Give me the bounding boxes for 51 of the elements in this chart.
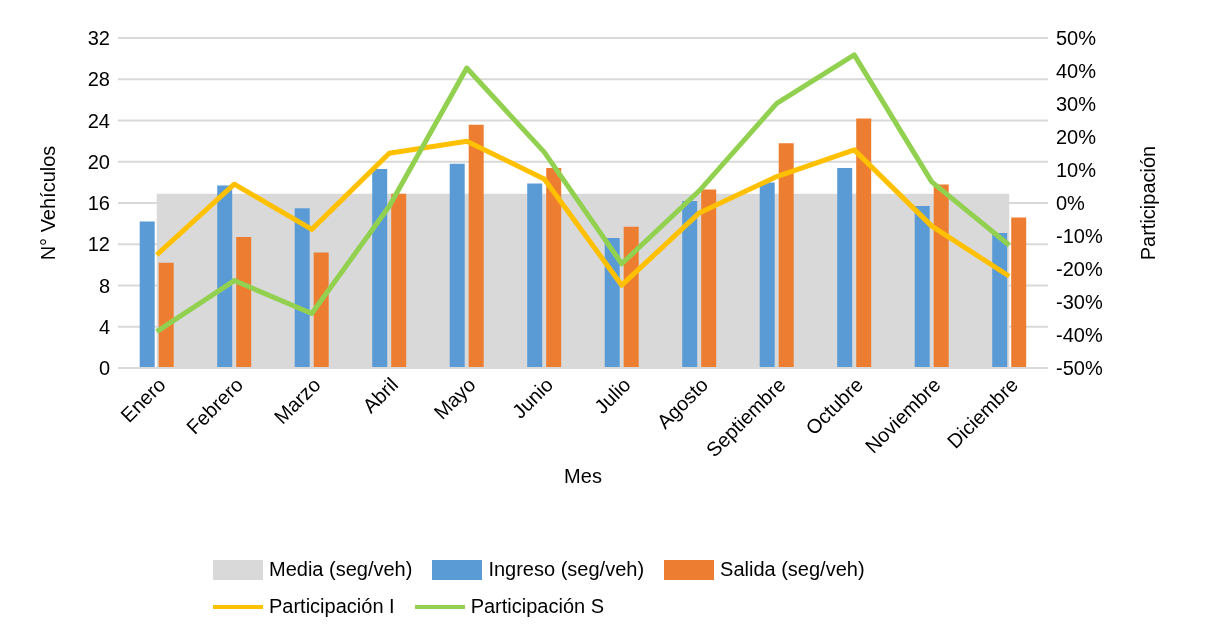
legend-label: Salida (seg/veh) xyxy=(719,558,865,581)
bar xyxy=(701,189,717,368)
bar xyxy=(139,221,155,368)
bar xyxy=(527,183,543,368)
legend-label: Participación I xyxy=(268,595,395,618)
x-axis-title: Mes xyxy=(564,465,602,487)
bar xyxy=(1011,217,1027,368)
bar xyxy=(682,200,698,368)
bar xyxy=(313,252,329,368)
y2-tick-label: 50% xyxy=(1056,27,1097,50)
bar xyxy=(933,184,949,368)
bar xyxy=(546,167,562,368)
bar xyxy=(449,163,465,368)
y-tick-label: 28 xyxy=(87,68,110,91)
bar xyxy=(217,185,233,368)
y-tick-label: 20 xyxy=(87,150,110,173)
y2-tick-label: -20% xyxy=(1056,258,1103,281)
y-tick-label: 8 xyxy=(98,274,110,297)
legend-label: Media (seg/veh) xyxy=(268,558,413,581)
y2-tick-label: -10% xyxy=(1056,225,1103,248)
y-tick-label: 12 xyxy=(87,233,110,256)
bar xyxy=(856,118,872,368)
y-axis-title: N° Vehículos xyxy=(37,145,60,261)
y2-tick-label: -30% xyxy=(1056,291,1103,314)
bar xyxy=(294,208,310,368)
bar xyxy=(468,124,484,368)
bar xyxy=(778,143,794,368)
bar xyxy=(158,262,174,368)
y2-axis-title: Participación xyxy=(1137,145,1160,261)
x-tick-label: Julio xyxy=(589,373,635,418)
bar xyxy=(992,232,1008,368)
y2-tick-label: 0% xyxy=(1056,192,1086,215)
bar xyxy=(759,182,775,368)
bar xyxy=(914,206,930,368)
legend-label: Ingreso (seg/veh) xyxy=(487,558,645,581)
bar xyxy=(236,237,252,368)
y-tick-label: 24 xyxy=(87,109,110,132)
y2-tick-label: 30% xyxy=(1056,93,1097,116)
y-tick-label: 4 xyxy=(98,315,110,338)
y-tick-label: 0 xyxy=(98,357,110,380)
y2-tick-label: 10% xyxy=(1056,159,1097,182)
y2-tick-label: 40% xyxy=(1056,60,1097,83)
bar xyxy=(391,193,407,368)
y2-tick-label: 20% xyxy=(1056,126,1097,149)
y2-tick-label: -40% xyxy=(1056,324,1103,347)
y2-tick-label: -50% xyxy=(1056,357,1103,380)
y-tick-label: 32 xyxy=(87,27,110,50)
bar xyxy=(372,168,388,368)
legend-label: Participación S xyxy=(469,595,605,618)
bar xyxy=(837,167,853,368)
y-tick-label: 16 xyxy=(87,192,110,215)
